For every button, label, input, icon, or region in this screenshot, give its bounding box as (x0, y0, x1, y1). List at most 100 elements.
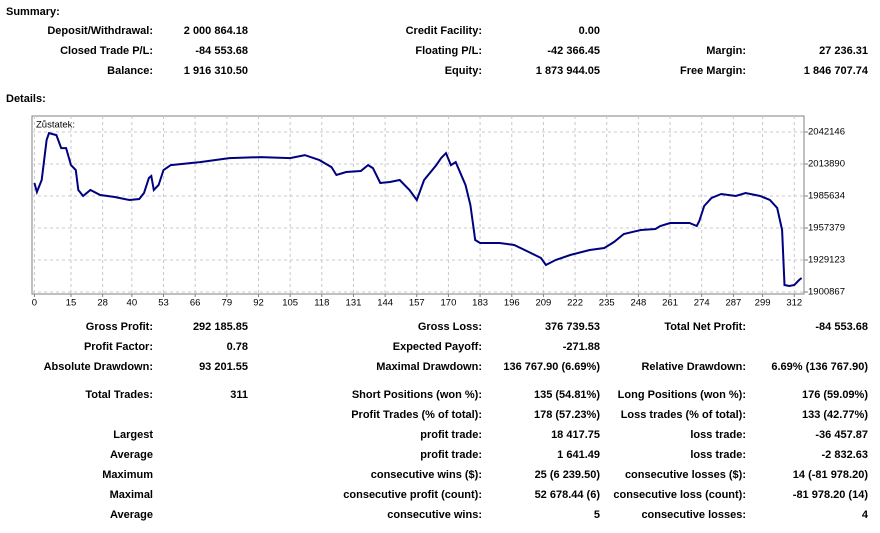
value: 178 (57.23%) (534, 409, 600, 421)
label: Relative Drawdown: (641, 361, 746, 373)
label: Average (110, 449, 153, 461)
label: Closed Trade P/L: (60, 45, 153, 57)
value: 52 678.44 (6) (535, 489, 601, 501)
value: 311 (230, 389, 248, 401)
label: Maximum (102, 469, 153, 481)
value: -36 457.87 (815, 429, 868, 441)
label: Deposit/Withdrawal: (47, 25, 153, 37)
x-tick-label: 183 (472, 298, 488, 309)
value: 133 (42.77%) (802, 409, 868, 421)
x-tick-label: 209 (535, 298, 551, 309)
x-tick-label: 28 (97, 298, 108, 309)
chart-frame (31, 115, 805, 295)
label: Gross Loss: (418, 321, 482, 333)
x-tick-label: 40 (127, 298, 138, 309)
label: Average (110, 509, 153, 521)
x-tick-label: 157 (409, 298, 425, 309)
value: -2 832.63 (822, 449, 868, 461)
x-tick-label: 261 (662, 298, 678, 309)
details-title: Details: (6, 93, 46, 105)
x-tick-label: 53 (158, 298, 169, 309)
label: loss trade: (690, 449, 746, 461)
label: Maximal Drawdown: (376, 361, 482, 373)
label: profit trade: (420, 429, 482, 441)
chart-label: Zůstatek: (36, 120, 75, 131)
label: Loss trades (% of total): (621, 409, 746, 421)
x-tick-label: 131 (346, 298, 362, 309)
value: 14 (-81 978.20) (793, 469, 869, 481)
label: profit trade: (420, 449, 482, 461)
label: consecutive losses ($): (625, 469, 746, 481)
x-tick-label: 144 (377, 298, 393, 309)
value: 0.00 (579, 25, 600, 37)
label: Expected Payoff: (393, 341, 482, 353)
value: 376 739.53 (545, 321, 600, 333)
x-tick-label: 66 (190, 298, 201, 309)
value: 5 (594, 509, 600, 521)
value: 4 (862, 509, 869, 521)
y-tick-label: 1957379 (808, 223, 845, 234)
label: consecutive wins ($): (371, 469, 482, 481)
label: consecutive loss (count): (613, 489, 746, 501)
y-tick-label: 1900867 (808, 287, 845, 298)
label: Total Trades: (85, 389, 153, 401)
label: consecutive profit (count): (343, 489, 482, 501)
label: Largest (113, 429, 153, 441)
x-tick-label: 222 (567, 298, 583, 309)
value: 18 417.75 (551, 429, 600, 441)
value: -271.88 (563, 341, 600, 353)
x-tick-label: 118 (314, 298, 329, 309)
value: 6.69% (136 767.90) (771, 361, 868, 373)
x-tick-label: 170 (441, 298, 457, 309)
label: consecutive wins: (387, 509, 482, 521)
x-tick-label: 312 (786, 298, 802, 309)
value: 1 641.49 (557, 449, 600, 461)
value: 0.78 (227, 341, 248, 353)
label: Margin: (706, 45, 746, 57)
label: Total Net Profit: (664, 321, 746, 333)
y-tick-label: 2013890 (808, 159, 845, 170)
value: 1 846 707.74 (804, 65, 869, 77)
x-tick-label: 105 (282, 298, 298, 309)
x-tick-label: 299 (755, 298, 771, 309)
x-tick-label: 79 (222, 298, 233, 309)
value: -42 366.45 (547, 45, 600, 57)
value: 136 767.90 (6.69%) (503, 361, 600, 373)
label: Gross Profit: (86, 321, 153, 333)
x-tick-label: 0 (32, 298, 37, 309)
x-tick-label: 92 (253, 298, 264, 309)
label: Equity: (445, 65, 482, 77)
y-tick-label: 1985634 (808, 191, 845, 202)
label: loss trade: (690, 429, 746, 441)
value: 176 (59.09%) (802, 389, 868, 401)
x-tick-label: 235 (599, 298, 615, 309)
label: Maximal (110, 489, 153, 501)
label: Free Margin: (680, 65, 746, 77)
value: -81 978.20 (14) (793, 489, 869, 501)
value: 93 201.55 (199, 361, 248, 373)
summary-title: Summary: (6, 6, 60, 18)
value: 2 000 864.18 (184, 25, 248, 37)
value: -84 553.68 (815, 321, 868, 333)
y-tick-label: 2042146 (808, 127, 845, 138)
value: 135 (54.81%) (534, 389, 600, 401)
label: Floating P/L: (415, 45, 482, 57)
label: consecutive losses: (641, 509, 746, 521)
label: Long Positions (won %): (618, 389, 746, 401)
label: Profit Factor: (84, 341, 153, 353)
label: Credit Facility: (406, 25, 482, 37)
value: -84 553.68 (195, 45, 248, 57)
x-tick-label: 196 (504, 298, 520, 309)
label: Short Positions (won %): (352, 389, 482, 401)
x-tick-label: 248 (630, 298, 646, 309)
value: 27 236.31 (819, 45, 868, 57)
value: 25 (6 239.50) (535, 469, 601, 481)
x-tick-label: 287 (725, 298, 741, 309)
value: 1 873 944.05 (536, 65, 600, 77)
label: Balance: (107, 65, 153, 77)
label: Profit Trades (% of total): (351, 409, 482, 421)
label: Absolute Drawdown: (44, 361, 153, 373)
x-tick-label: 274 (694, 298, 710, 309)
